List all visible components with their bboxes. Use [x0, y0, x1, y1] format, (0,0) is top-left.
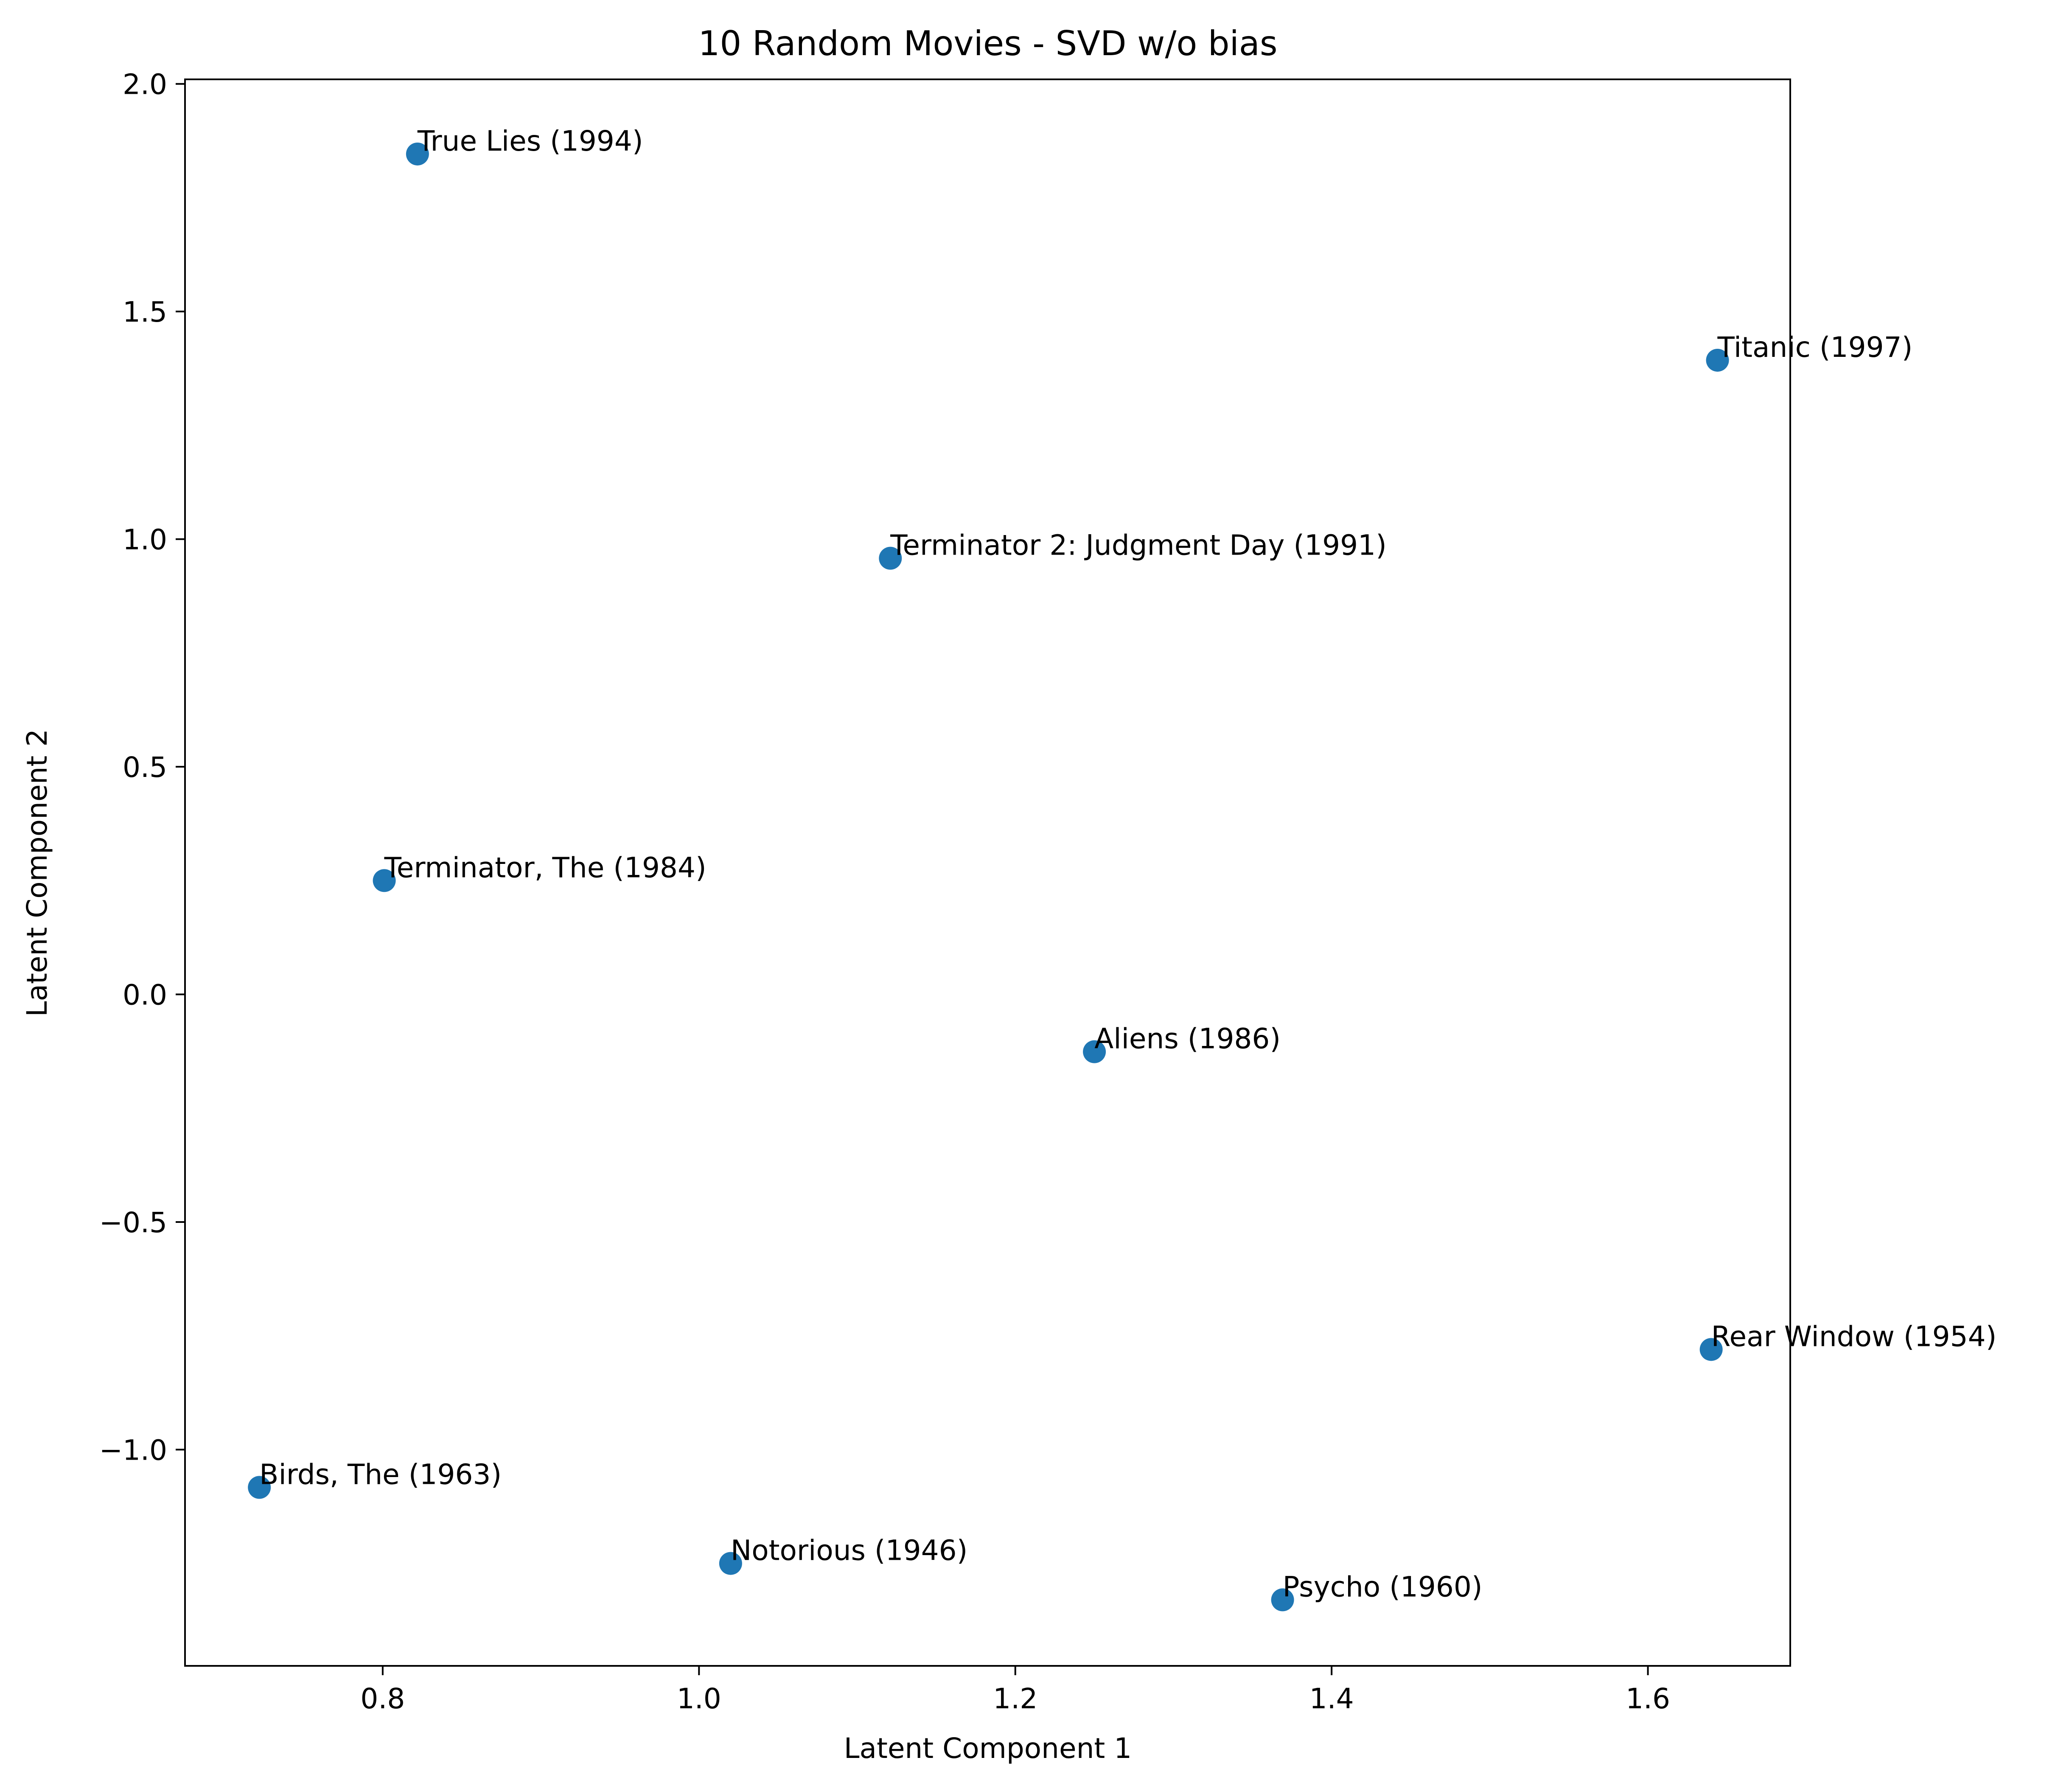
data-point: [879, 547, 902, 570]
data-points: [248, 142, 1729, 1612]
x-axis-label: Latent Component 1: [844, 1732, 1132, 1765]
data-point: [1083, 1040, 1106, 1063]
data-point: [1706, 348, 1729, 372]
point-label: Terminator 2: Judgment Day (1991): [890, 529, 1387, 562]
point-label: Aliens (1986): [1094, 1023, 1281, 1055]
chart-title: 10 Random Movies - SVD w/o bias: [698, 24, 1277, 63]
y-tick-label: 2.0: [123, 68, 167, 101]
y-axis-ticks: 2.0 1.5 1.0 0.5 0.0 −0.5 −1.0: [99, 68, 185, 1466]
data-point: [248, 1476, 271, 1499]
data-point: [373, 869, 396, 892]
point-label: Rear Window (1954): [1711, 1320, 1997, 1353]
point-label: Birds, The (1963): [259, 1458, 502, 1491]
x-tick-label: 1.6: [1626, 1682, 1670, 1715]
y-tick-label: 0.5: [123, 751, 167, 784]
x-tick-label: 0.8: [360, 1682, 405, 1715]
point-label: True Lies (1994): [417, 125, 643, 157]
x-axis-ticks: 0.8 1.0 1.2 1.4 1.6: [360, 1666, 1670, 1715]
point-label: Terminator, The (1984): [384, 851, 707, 884]
point-label: Psycho (1960): [1283, 1570, 1483, 1603]
y-tick-label: 0.0: [123, 978, 167, 1011]
data-point: [1271, 1588, 1294, 1612]
x-tick-label: 1.0: [677, 1682, 721, 1715]
x-tick-label: 1.2: [993, 1682, 1037, 1715]
x-tick-label: 1.4: [1309, 1682, 1354, 1715]
point-label: Notorious (1946): [731, 1534, 968, 1567]
y-tick-label: 1.0: [123, 524, 167, 556]
y-tick-label: 1.5: [123, 296, 167, 328]
y-tick-label: −0.5: [99, 1206, 167, 1239]
data-point: [1699, 1338, 1723, 1361]
point-label: Titanic (1997): [1717, 331, 1913, 364]
data-point: [406, 142, 429, 165]
y-tick-label: −1.0: [99, 1434, 167, 1466]
point-labels: True Lies (1994) Titanic (1997) Terminator…: [259, 125, 1996, 1603]
data-point: [719, 1552, 742, 1575]
y-axis-label: Latent Component 2: [21, 729, 53, 1017]
plot-frame: [184, 78, 1791, 1667]
